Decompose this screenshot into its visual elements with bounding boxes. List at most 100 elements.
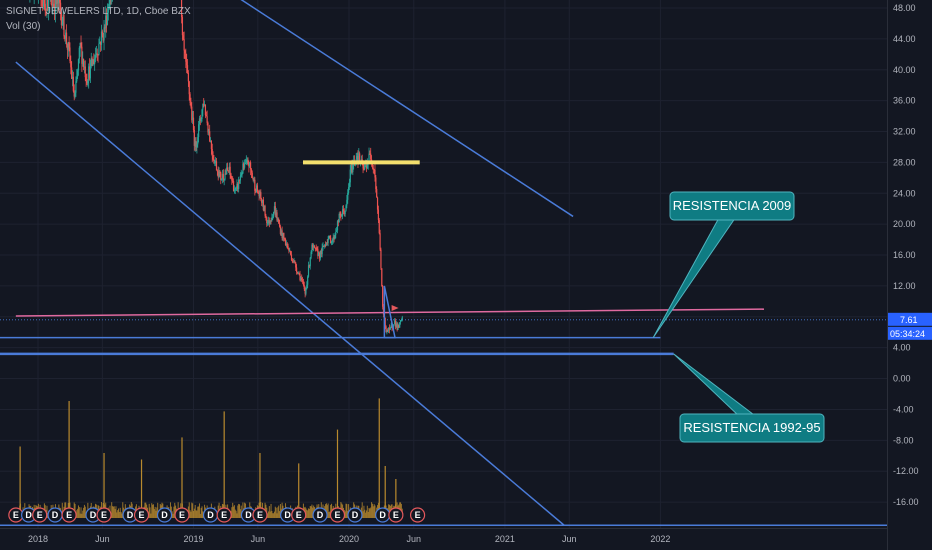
candle-body <box>98 43 100 55</box>
candle-body <box>390 325 392 328</box>
volume-bar <box>268 506 270 518</box>
candle-body <box>105 15 108 26</box>
callout-box[interactable] <box>679 413 825 443</box>
candle-body <box>264 206 266 216</box>
candle-body <box>270 220 272 222</box>
volume-bar <box>240 505 242 518</box>
candle-body <box>204 104 207 115</box>
candle-body <box>345 205 347 211</box>
candle-body <box>303 285 305 290</box>
channel-lower-trendline[interactable] <box>15 61 565 526</box>
candle-body <box>338 213 340 223</box>
candle-body <box>187 72 189 82</box>
candle-body <box>380 249 382 269</box>
candle-body <box>230 173 232 178</box>
candle-body <box>302 281 305 286</box>
candle-body <box>364 165 366 169</box>
candle-body <box>285 243 287 246</box>
dividend-marker[interactable] <box>312 507 328 523</box>
channel-upper-trendline[interactable] <box>171 0 574 218</box>
time-axis-panel[interactable] <box>0 528 932 550</box>
callout-labels[interactable]: RESISTENCIA 2009 RESISTENCIA 1992-95 <box>652 191 825 443</box>
earnings-marker[interactable] <box>329 507 346 523</box>
volume-spike <box>384 466 386 518</box>
candle-body <box>284 238 286 240</box>
drawing-tools[interactable] <box>0 0 887 526</box>
earnings-marker[interactable] <box>96 507 112 523</box>
volume-bar <box>267 513 269 518</box>
candle-body <box>198 118 201 125</box>
candle-body <box>339 213 341 215</box>
earnings-marker[interactable] <box>252 507 268 523</box>
candle-body <box>319 250 322 259</box>
earnings-marker[interactable] <box>409 507 426 523</box>
flag-icon[interactable] <box>391 304 399 313</box>
candle-body <box>243 163 245 168</box>
candle-body <box>337 221 339 223</box>
callout-box[interactable] <box>669 191 795 221</box>
dividend-marker[interactable] <box>156 507 173 523</box>
time-tick-label: Jun <box>562 534 577 544</box>
candle-body <box>101 31 103 34</box>
candle-body <box>94 58 96 65</box>
earnings-marker[interactable] <box>174 507 190 523</box>
volume-bar <box>279 511 281 518</box>
event-marker-label: E <box>101 510 107 520</box>
volume-bar <box>371 503 373 518</box>
price-tick-label: 4.00 <box>893 343 911 353</box>
candle-body <box>221 178 223 180</box>
event-marker-label: E <box>13 510 19 520</box>
candle-body <box>268 220 270 224</box>
earnings-marker[interactable] <box>32 507 48 523</box>
volume-bar <box>118 508 120 518</box>
candle-body <box>100 31 103 45</box>
candle-body <box>209 140 212 142</box>
candle-body <box>363 168 365 170</box>
volume-bar <box>83 504 85 518</box>
candle-body <box>220 172 222 180</box>
candle-body <box>328 235 330 240</box>
candle-body <box>62 15 64 25</box>
volume-bar <box>190 511 192 518</box>
candle-body <box>399 320 402 323</box>
volume-bar <box>197 506 199 518</box>
earnings-marker[interactable] <box>291 507 307 523</box>
time-tick-label: Jun <box>251 534 266 544</box>
price-axis-panel[interactable] <box>887 0 932 528</box>
candle-body <box>292 260 294 263</box>
volume-legend[interactable]: Vol (30) <box>6 21 41 32</box>
candle-body <box>271 217 273 221</box>
candle-body <box>307 265 310 277</box>
countdown-value: 05:34:24 <box>890 329 925 339</box>
volume-bar <box>112 506 114 518</box>
symbol-legend[interactable]: SIGNET JEWELERS LTD, 1D, Cboe BZX <box>6 6 191 17</box>
earnings-marker[interactable] <box>61 507 77 523</box>
dividend-marker[interactable] <box>347 507 363 523</box>
earnings-marker[interactable] <box>216 507 232 523</box>
volume-bar <box>308 508 310 518</box>
volume-bar <box>328 512 330 518</box>
candle-body <box>196 144 198 147</box>
candle-body <box>70 61 72 68</box>
candle-body <box>284 239 287 246</box>
candle-body <box>393 320 396 325</box>
volume-bar <box>156 507 158 518</box>
candle-body <box>203 104 206 106</box>
triangle-pattern[interactable] <box>383 285 396 339</box>
time-axis[interactable]: 2018 Jun 2019 Jun 2020 Jun 2021 Jun 2022 <box>28 534 670 544</box>
candle-body <box>258 193 260 197</box>
candle-body <box>237 183 239 189</box>
candle-body <box>185 53 187 62</box>
volume-bar <box>238 503 240 518</box>
candle-body <box>349 169 351 183</box>
volume-bar <box>276 513 278 518</box>
candle-body <box>186 65 189 73</box>
volume-bar <box>46 505 48 518</box>
candle-body <box>42 0 45 7</box>
earnings-marker[interactable] <box>133 507 150 523</box>
earnings-marker[interactable] <box>388 507 404 523</box>
candle-body <box>181 17 184 36</box>
